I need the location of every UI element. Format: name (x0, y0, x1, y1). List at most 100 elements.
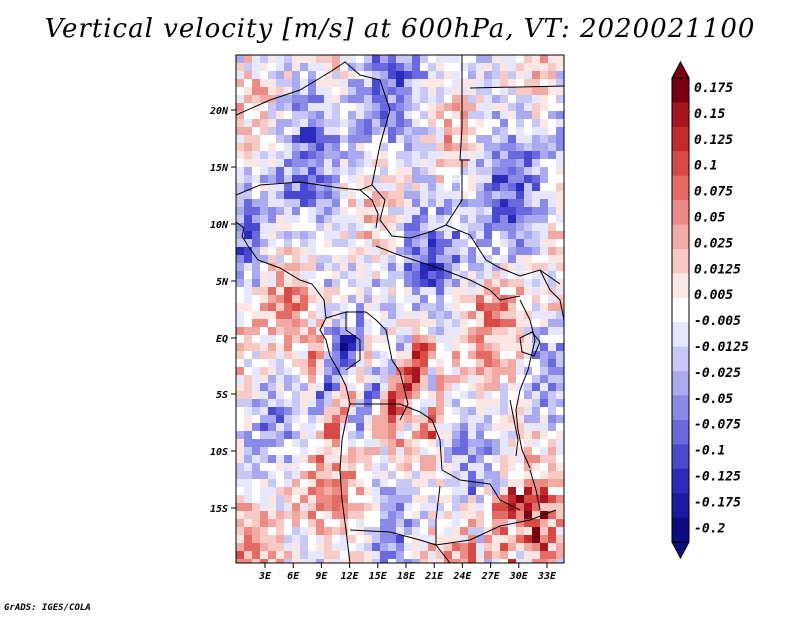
field-cell (524, 271, 532, 279)
field-cell (364, 431, 372, 439)
field-cell (436, 159, 444, 167)
field-cell (356, 487, 364, 495)
field-cell (508, 215, 516, 223)
field-cell (412, 319, 420, 327)
field-cell (300, 543, 308, 551)
field-cell (532, 327, 540, 335)
field-cell (276, 71, 284, 79)
field-cell (476, 199, 484, 207)
field-cell (300, 319, 308, 327)
field-cell (380, 71, 388, 79)
field-cell (308, 255, 316, 263)
field-cell (372, 559, 380, 563)
field-cell (404, 247, 412, 255)
field-cell (548, 127, 556, 135)
field-cell (268, 503, 276, 511)
field-cell (404, 191, 412, 199)
field-cell (468, 311, 476, 319)
field-cell (500, 103, 508, 111)
field-cell (476, 503, 484, 511)
field-cell (252, 487, 260, 495)
field-cell (324, 495, 332, 503)
field-cell (364, 55, 372, 63)
field-cell (500, 527, 508, 535)
field-cell (244, 159, 252, 167)
field-cell (380, 119, 388, 127)
field-cell (292, 519, 300, 527)
field-cell (460, 471, 468, 479)
field-cell (268, 151, 276, 159)
field-cell (372, 311, 380, 319)
field-cell (252, 503, 260, 511)
field-cell (396, 223, 404, 231)
field-cell (500, 471, 508, 479)
field-cell (476, 391, 484, 399)
field-cell (324, 103, 332, 111)
field-cell (372, 367, 380, 375)
field-cell (388, 183, 396, 191)
field-cell (468, 79, 476, 87)
field-cell (324, 511, 332, 519)
field-cell (444, 135, 452, 143)
field-cell (276, 407, 284, 415)
field-cell (268, 119, 276, 127)
field-cell (532, 399, 540, 407)
field-cell (260, 279, 268, 287)
field-cell (484, 239, 492, 247)
field-cell (284, 71, 292, 79)
field-cell (380, 487, 388, 495)
field-cell (484, 439, 492, 447)
field-cell (412, 495, 420, 503)
field-cell (468, 487, 476, 495)
field-cell (540, 63, 548, 71)
field-cell (364, 375, 372, 383)
field-cell (524, 551, 532, 559)
field-cell (420, 367, 428, 375)
field-cell (444, 447, 452, 455)
field-cell (292, 327, 300, 335)
field-cell (476, 135, 484, 143)
field-cell (324, 503, 332, 511)
field-cell (412, 455, 420, 463)
field-cell (244, 415, 252, 423)
field-cell (484, 103, 492, 111)
field-cell (292, 127, 300, 135)
field-cell (460, 463, 468, 471)
field-cell (436, 399, 444, 407)
field-cell (292, 551, 300, 559)
field-cell (244, 143, 252, 151)
field-cell (388, 119, 396, 127)
field-cell (532, 527, 540, 535)
field-cell (292, 319, 300, 327)
field-cell (252, 239, 260, 247)
field-cell (476, 151, 484, 159)
field-cell (308, 351, 316, 359)
field-cell (268, 335, 276, 343)
field-cell (316, 535, 324, 543)
field-cell (532, 271, 540, 279)
field-cell (540, 343, 548, 351)
field-cell (436, 479, 444, 487)
field-cell (308, 119, 316, 127)
field-cell (468, 71, 476, 79)
field-cell (524, 79, 532, 87)
field-cell (236, 63, 244, 71)
field-cell (388, 311, 396, 319)
lon-tick-label: 33E (537, 571, 557, 582)
field-cell (244, 471, 252, 479)
field-cell (292, 455, 300, 463)
field-cell (452, 71, 460, 79)
field-cell (428, 255, 436, 263)
field-cell (324, 95, 332, 103)
field-cell (436, 303, 444, 311)
field-cell (244, 535, 252, 543)
field-cell (492, 295, 500, 303)
field-cell (284, 383, 292, 391)
field-cell (484, 551, 492, 559)
field-cell (436, 295, 444, 303)
field-cell (436, 55, 444, 63)
field-cell (308, 343, 316, 351)
colorbar-swatch (672, 151, 689, 177)
field-cell (268, 463, 276, 471)
field-cell (244, 295, 252, 303)
